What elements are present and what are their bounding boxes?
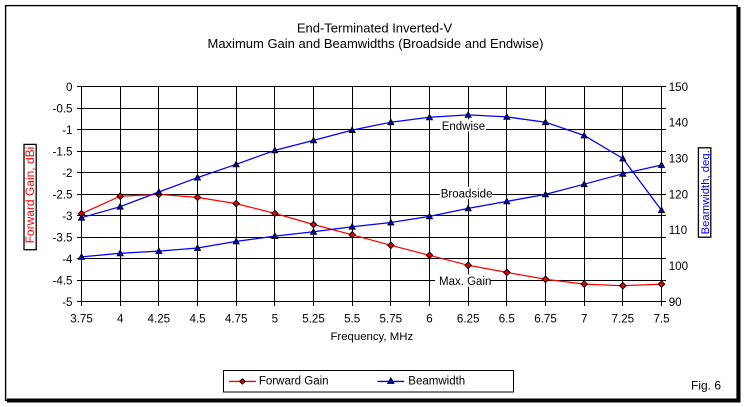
svg-text:5.5: 5.5	[344, 313, 360, 326]
svg-text:6.25: 6.25	[457, 313, 480, 326]
svg-text:Forward Gain, dBi: Forward Gain, dBi	[23, 147, 37, 244]
svg-text:6: 6	[426, 313, 432, 326]
svg-text:End-Terminated Inverted-V: End-Terminated Inverted-V	[297, 20, 453, 35]
svg-text:6.75: 6.75	[534, 313, 557, 326]
svg-text:130: 130	[669, 152, 688, 165]
svg-text:Beamwidth, deg.: Beamwidth, deg.	[700, 150, 712, 234]
svg-text:-2.5: -2.5	[53, 188, 73, 201]
svg-text:100: 100	[669, 260, 688, 273]
svg-text:90: 90	[669, 296, 682, 309]
svg-text:Beamwidth: Beamwidth	[408, 376, 465, 388]
svg-text:4: 4	[117, 313, 124, 326]
svg-text:7: 7	[581, 313, 587, 326]
svg-text:-1.5: -1.5	[53, 145, 73, 158]
svg-text:-5: -5	[62, 296, 72, 309]
svg-text:0: 0	[66, 81, 72, 94]
svg-text:Max. Gain: Max. Gain	[439, 276, 491, 288]
svg-text:-4: -4	[62, 253, 73, 266]
svg-text:-1: -1	[62, 124, 72, 137]
svg-text:Broadside: Broadside	[441, 188, 493, 200]
svg-text:-3: -3	[62, 210, 72, 223]
svg-text:5.25: 5.25	[302, 313, 325, 326]
svg-text:6.5: 6.5	[499, 313, 515, 326]
svg-text:7.5: 7.5	[653, 313, 669, 326]
svg-text:150: 150	[669, 81, 688, 94]
svg-text:5.75: 5.75	[380, 313, 403, 326]
svg-text:3.75: 3.75	[70, 313, 93, 326]
svg-text:Frequency, MHz: Frequency, MHz	[330, 331, 413, 343]
svg-text:120: 120	[669, 188, 688, 201]
svg-text:5: 5	[272, 313, 278, 326]
svg-text:110: 110	[669, 224, 687, 237]
svg-text:-0.5: -0.5	[53, 102, 73, 115]
svg-text:4.25: 4.25	[148, 313, 171, 326]
svg-text:Endwise: Endwise	[442, 121, 485, 133]
svg-text:-2: -2	[62, 167, 72, 180]
svg-text:4.75: 4.75	[225, 313, 248, 326]
svg-text:4.5: 4.5	[189, 313, 205, 326]
svg-text:7.25: 7.25	[612, 313, 635, 326]
svg-text:-4.5: -4.5	[53, 274, 73, 287]
svg-text:Fig. 6: Fig. 6	[691, 379, 721, 393]
svg-text:-3.5: -3.5	[53, 231, 73, 244]
svg-text:Maximum Gain and Beamwidths (B: Maximum Gain and Beamwidths (Broadside a…	[208, 36, 544, 51]
svg-text:140: 140	[669, 117, 688, 130]
svg-text:Forward Gain: Forward Gain	[259, 376, 329, 388]
